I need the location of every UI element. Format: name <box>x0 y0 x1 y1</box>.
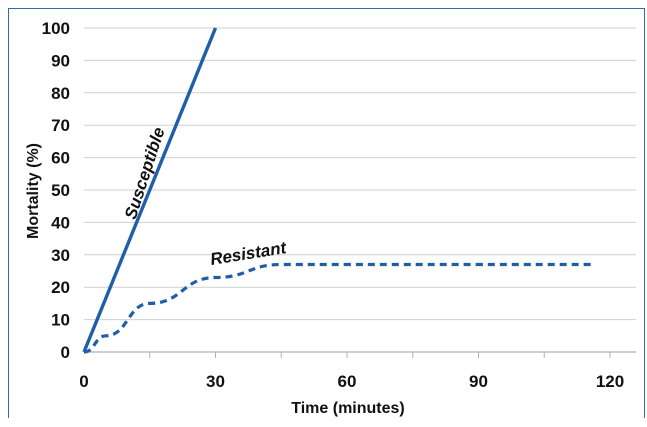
x-tick-label-60: 60 <box>338 372 357 391</box>
x-tick-label-120: 120 <box>596 372 624 391</box>
y-tick-label-0: 0 <box>61 343 70 362</box>
axes <box>84 351 636 358</box>
y-tick-labels: 0 10 20 30 40 50 60 70 80 90 100 <box>42 19 70 362</box>
y-tick-label-80: 80 <box>51 84 70 103</box>
y-tick-label-100: 100 <box>42 19 70 38</box>
y-tick-label-10: 10 <box>51 311 70 330</box>
x-axis-title: Time (minutes) <box>291 400 405 417</box>
x-tick-label-30: 30 <box>206 372 225 391</box>
y-tick-label-20: 20 <box>51 278 70 297</box>
y-axis-title: Mortality (%) <box>25 143 42 239</box>
x-tick-labels: 0 30 60 90 120 <box>79 372 624 391</box>
gridlines <box>84 27 636 321</box>
y-tick-label-30: 30 <box>51 246 70 265</box>
y-tick-label-60: 60 <box>51 149 70 168</box>
series-line-susceptible <box>82 27 218 353</box>
y-tick-label-50: 50 <box>51 181 70 200</box>
x-tick-label-0: 0 <box>79 372 88 391</box>
x-tick-label-90: 90 <box>469 372 488 391</box>
series-line-resistant <box>83 262 592 354</box>
y-tick-label-40: 40 <box>51 213 70 232</box>
y-tick-label-70: 70 <box>51 116 70 135</box>
chart-frame <box>8 8 645 418</box>
y-tick-label-90: 90 <box>51 51 70 70</box>
series-label-susceptible: Susceptible <box>121 125 169 222</box>
series-lines <box>82 27 592 354</box>
